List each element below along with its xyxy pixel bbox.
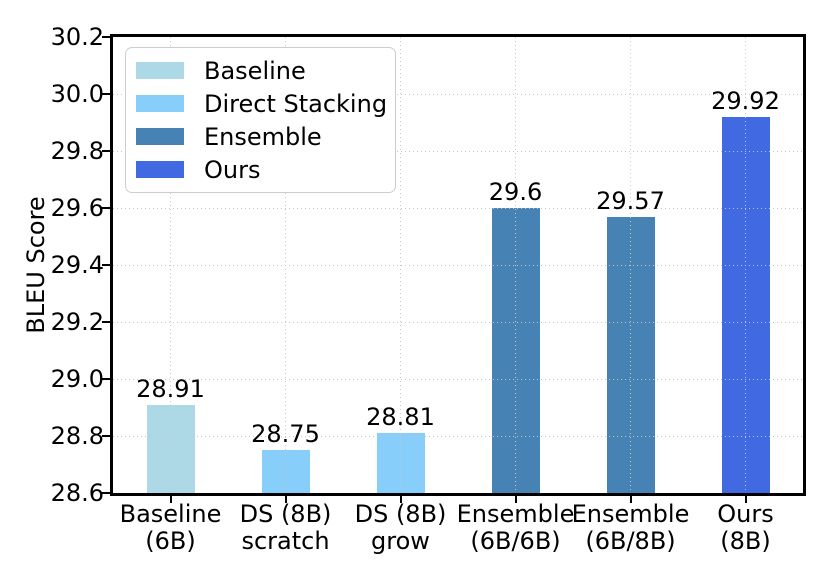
- legend-label: Ours: [204, 155, 261, 184]
- x-tick-label: Ensemble (6B/6B): [406, 501, 626, 555]
- gridline-v: [170, 37, 171, 493]
- x-tick-label-line: DS (8B): [239, 500, 332, 528]
- x-tick-label: DS (8B) grow: [291, 501, 511, 555]
- bar-value-label: 29.92: [711, 86, 780, 115]
- x-tick-label-line: (8B): [720, 527, 771, 555]
- y-tick-label: 30.0: [50, 80, 104, 108]
- x-tick-label-line: Ensemble: [571, 500, 690, 528]
- x-tick-mark: [284, 496, 287, 503]
- legend-row: Baseline: [136, 57, 389, 85]
- gridline-h: [113, 207, 803, 209]
- x-tick-label-line: Baseline: [119, 500, 222, 528]
- legend-swatch-ours: [136, 161, 184, 178]
- x-tick-mark: [169, 496, 172, 503]
- legend: Baseline Direct Stacking Ensemble Ours: [125, 47, 396, 193]
- legend-label: Ensemble: [204, 122, 322, 151]
- legend-swatch-direct-stacking: [136, 95, 184, 112]
- y-tick-label: 29.2: [50, 308, 104, 336]
- legend-row: Ensemble: [136, 123, 389, 151]
- legend-row: Ours: [136, 156, 389, 184]
- y-tick-mark: [102, 93, 110, 95]
- gridline-v: [630, 37, 631, 493]
- x-tick-mark: [744, 496, 747, 503]
- x-tick-label: Ours (8B): [636, 501, 831, 555]
- y-tick-mark: [102, 435, 110, 437]
- y-tick-label: 29.0: [50, 365, 104, 393]
- x-tick-label: Ensemble (6B/8B): [521, 501, 741, 555]
- gridline-h: [113, 150, 803, 152]
- y-tick-mark: [102, 321, 110, 323]
- x-tick-label-line: scratch: [241, 527, 330, 555]
- x-tick-mark: [514, 496, 517, 503]
- bar-value-label: 28.91: [136, 374, 205, 403]
- y-tick-mark: [102, 492, 110, 494]
- bar-value-label: 28.81: [366, 403, 435, 432]
- y-tick-label: 29.8: [50, 137, 104, 165]
- y-tick-label: 30.2: [50, 23, 104, 51]
- gridline-h: [113, 264, 803, 266]
- x-tick-label: Baseline (6B): [61, 501, 281, 555]
- y-tick-label: 29.6: [50, 194, 104, 222]
- legend-label: Baseline: [204, 56, 306, 85]
- x-tick-label-line: Ours: [717, 500, 774, 528]
- y-tick-mark: [102, 378, 110, 380]
- x-tick-label-line: (6B/6B): [470, 527, 561, 555]
- gridline-v: [285, 37, 286, 493]
- y-tick-label: 28.8: [50, 422, 104, 450]
- x-tick-mark: [399, 496, 402, 503]
- gridline-v: [745, 37, 746, 493]
- legend-swatch-ensemble: [136, 128, 184, 145]
- gridline-h: [113, 321, 803, 323]
- x-tick-label-line: DS (8B): [354, 500, 447, 528]
- bar-value-label: 28.75: [251, 420, 320, 449]
- y-tick-label: 28.6: [50, 479, 104, 507]
- bar-value-label: 29.57: [596, 186, 665, 215]
- legend-label: Direct Stacking: [204, 89, 388, 118]
- y-tick-mark: [102, 36, 110, 38]
- plot-area: Baseline Direct Stacking Ensemble Ours 28.9…: [110, 34, 806, 496]
- y-tick-mark: [102, 150, 110, 152]
- x-tick-label-line: grow: [371, 527, 430, 555]
- x-tick-label: DS (8B) scratch: [176, 501, 396, 555]
- y-tick-label: 29.4: [50, 251, 104, 279]
- bar-value-label: 29.6: [488, 178, 543, 206]
- x-tick-label-line: (6B/8B): [585, 527, 676, 555]
- legend-row: Direct Stacking: [136, 90, 389, 118]
- x-tick-label-line: Ensemble: [456, 500, 575, 528]
- x-tick-mark: [629, 496, 632, 503]
- gridline-h: [113, 435, 803, 437]
- x-tick-label-line: (6B): [145, 527, 196, 555]
- y-tick-mark: [102, 264, 110, 266]
- gridline-h: [113, 93, 803, 95]
- legend-swatch-baseline: [136, 62, 184, 79]
- gridline-v: [515, 37, 516, 493]
- gridline-h: [113, 378, 803, 380]
- y-tick-mark: [102, 207, 110, 209]
- gridline-v: [400, 37, 401, 493]
